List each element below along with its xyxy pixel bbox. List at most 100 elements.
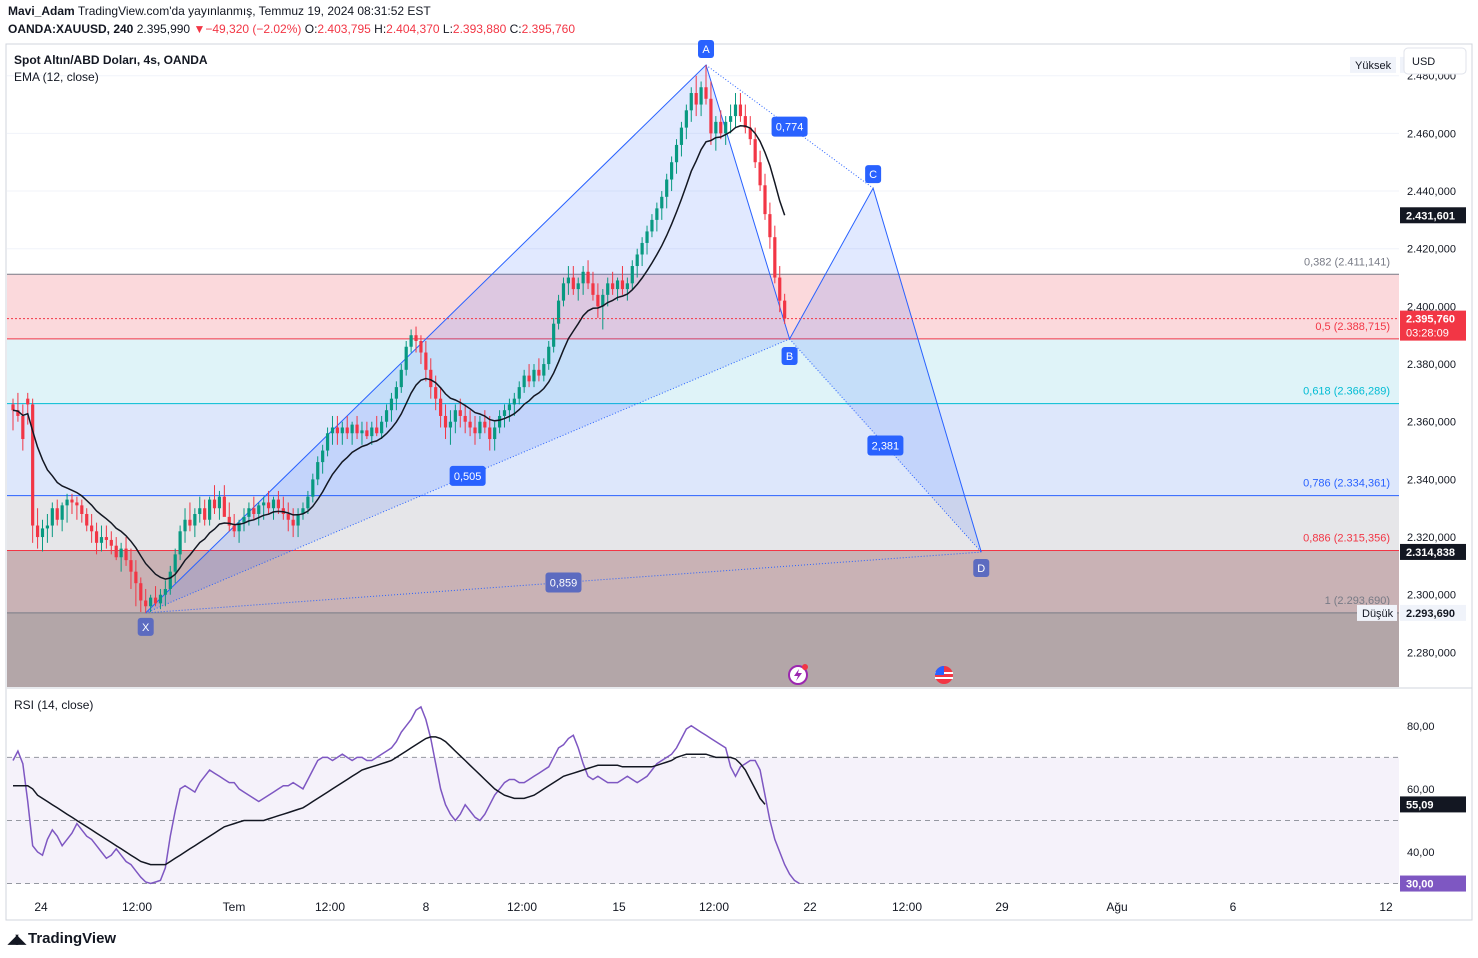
candle-body xyxy=(321,450,325,463)
candle-body xyxy=(458,410,462,416)
candle-body xyxy=(355,424,359,434)
candle-body xyxy=(586,271,590,284)
candle-body xyxy=(104,537,108,540)
candle-body xyxy=(40,528,45,538)
down-arrow-icon: ▼ xyxy=(193,22,206,36)
currency-label[interactable]: USD xyxy=(1412,56,1435,68)
high-label: H: xyxy=(374,22,387,36)
fib-zone-below xyxy=(7,612,1399,687)
candle-body xyxy=(271,499,276,509)
point-B-label: B xyxy=(786,351,793,363)
candle-body xyxy=(591,283,595,295)
tradingview-logo[interactable]: ◢◣ TradingView xyxy=(8,930,116,947)
close-value: 2.395,760 xyxy=(521,22,576,36)
candle-body xyxy=(266,502,271,509)
pattern-ratio-label: 0,859 xyxy=(550,577,578,589)
candle-body xyxy=(134,571,138,584)
candle-body xyxy=(512,398,516,405)
candle-body xyxy=(640,242,644,255)
candle-body xyxy=(409,335,413,347)
candle-body xyxy=(144,600,148,607)
candlestick-series xyxy=(11,65,787,613)
candle-body xyxy=(738,104,743,117)
fib-level-label: 0,382 (2.411,141) xyxy=(1304,256,1390,268)
candle-body xyxy=(728,116,733,122)
symbol-label: OANDA:XAUUSD, 240 xyxy=(8,22,134,36)
open-label: O: xyxy=(304,22,318,36)
candle-body xyxy=(429,369,433,388)
rsi-ma-label: 55,09 xyxy=(1406,799,1434,811)
rsi-tick-label: 60,00 xyxy=(1407,784,1435,796)
candle-body xyxy=(70,499,74,503)
candle-body xyxy=(556,300,561,324)
candle-body xyxy=(85,513,89,526)
candle-body xyxy=(232,525,236,532)
candle-body xyxy=(611,283,615,290)
candle-body xyxy=(542,364,546,376)
candle-body xyxy=(350,424,354,434)
candle-body xyxy=(60,505,64,520)
candle-body xyxy=(11,404,15,411)
candle-body xyxy=(242,516,246,523)
candle-body xyxy=(414,335,418,341)
fib-zone xyxy=(7,338,1399,404)
low-price-label: 2.293,690 xyxy=(1406,608,1455,620)
time-tick-label: 12:00 xyxy=(315,900,345,914)
candle-body xyxy=(424,352,428,370)
candle-body xyxy=(301,508,305,514)
d-price-label: 2.314,838 xyxy=(1406,547,1455,559)
candle-body xyxy=(31,404,35,526)
fib-zone xyxy=(7,274,1399,339)
author-name[interactable]: Mavi_Adam xyxy=(8,4,75,18)
candle-body xyxy=(149,597,153,607)
candle-body xyxy=(306,496,310,509)
time-tick-label: 24 xyxy=(34,900,48,914)
candle-body xyxy=(168,571,172,589)
candle-body xyxy=(581,271,585,284)
price-tick-label: 2.380,000 xyxy=(1407,359,1456,371)
us-flag-event-icon[interactable] xyxy=(935,666,953,684)
candle-body xyxy=(124,548,128,561)
ema-line-path xyxy=(12,125,786,580)
rsi-legend[interactable]: RSI (14, close) xyxy=(14,698,93,712)
ema-legend[interactable]: EMA (12, close) xyxy=(14,70,99,84)
candle-body xyxy=(55,508,59,520)
candle-body xyxy=(262,502,266,506)
time-tick-label: Tem xyxy=(223,900,246,914)
candle-body xyxy=(173,554,177,572)
flash-event-icon[interactable] xyxy=(788,664,808,685)
price-tick-label: 2.440,000 xyxy=(1407,186,1456,198)
ohlc-header: OANDA:XAUUSD, 240 2.395,990 ▼−49,320 (−2… xyxy=(8,22,575,36)
candle-body xyxy=(384,410,389,422)
point-X-label: X xyxy=(142,622,150,634)
candle-body xyxy=(99,537,104,543)
last-price-label-bg xyxy=(1400,310,1466,341)
rsi-value-label-bg xyxy=(1400,875,1466,892)
high-tag-bg xyxy=(1350,56,1396,73)
candle-body xyxy=(561,283,566,301)
candle-body xyxy=(203,508,207,520)
candle-body xyxy=(208,499,212,520)
pattern-ratio-bg xyxy=(545,572,582,593)
tradingview-logo-text: TradingView xyxy=(28,930,117,947)
candle-body xyxy=(473,427,477,434)
point-C-label: C xyxy=(869,169,877,181)
candle-body xyxy=(493,427,497,440)
candle-body xyxy=(576,283,580,290)
candle-body xyxy=(571,277,575,290)
candle-body xyxy=(566,277,570,284)
close-label: C: xyxy=(509,22,522,36)
candle-body xyxy=(620,280,625,290)
time-tick-label: 12:00 xyxy=(507,900,537,914)
candle-body xyxy=(714,121,718,134)
candle-body xyxy=(222,496,226,517)
candle-body xyxy=(684,110,688,128)
candle-body xyxy=(335,427,339,434)
candle-body xyxy=(724,121,728,134)
currency-button[interactable]: USD xyxy=(1403,47,1467,75)
rsi-ma-label-bg xyxy=(1400,796,1466,813)
candle-body xyxy=(139,583,143,601)
candle-body xyxy=(507,404,512,411)
candle-body xyxy=(596,294,600,307)
